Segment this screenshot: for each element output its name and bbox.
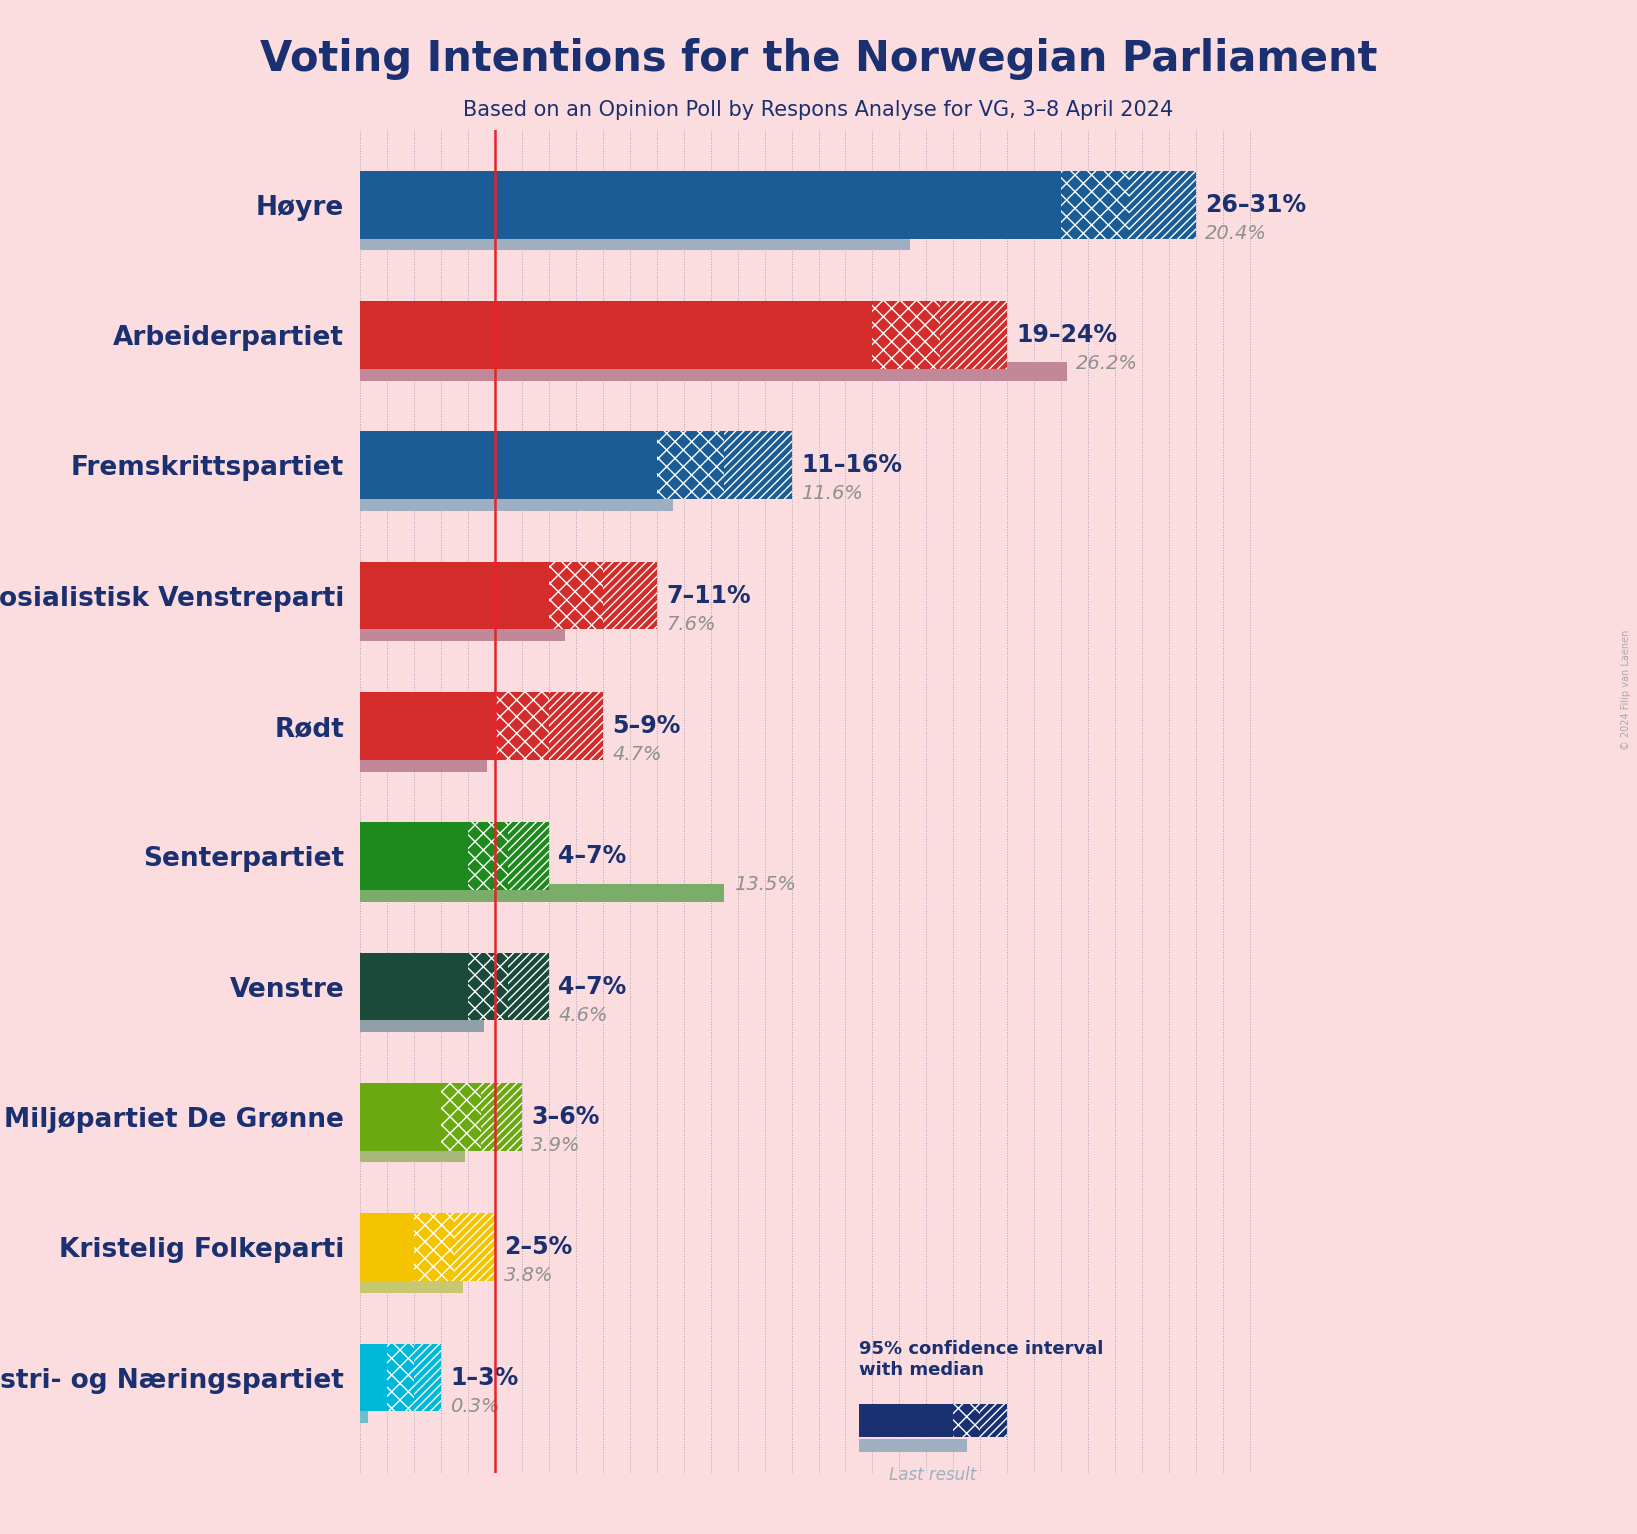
Bar	[360, 623, 565, 641]
Text: Based on an Opinion Poll by Respons Analyse for VG, 3–8 April 2024: Based on an Opinion Poll by Respons Anal…	[463, 100, 1174, 120]
Bar	[360, 1275, 463, 1293]
Text: © 2024 Filip van Laenen: © 2024 Filip van Laenen	[1621, 630, 1630, 750]
Text: 1–3%: 1–3%	[450, 1365, 519, 1390]
Bar	[360, 953, 468, 1020]
Bar	[360, 692, 494, 759]
Bar	[468, 822, 509, 890]
Text: 19–24%: 19–24%	[1017, 324, 1118, 347]
Bar	[440, 1083, 481, 1150]
Bar	[360, 492, 673, 511]
Text: 4–7%: 4–7%	[558, 974, 627, 999]
Bar	[360, 301, 873, 368]
Text: 13.5%: 13.5%	[733, 876, 796, 894]
Bar	[360, 884, 724, 902]
Bar	[1128, 170, 1197, 239]
Bar	[940, 301, 1007, 368]
Bar	[360, 1405, 368, 1424]
Text: 3.8%: 3.8%	[504, 1267, 553, 1285]
Text: 4.6%: 4.6%	[558, 1006, 607, 1025]
Bar	[602, 561, 656, 629]
Text: Voting Intentions for the Norwegian Parliament: Voting Intentions for the Norwegian Parl…	[260, 38, 1377, 80]
Bar	[360, 753, 486, 772]
Text: Last result: Last result	[889, 1467, 977, 1483]
Text: 95% confidence interval
with median: 95% confidence interval with median	[859, 1341, 1103, 1379]
Text: 5–9%: 5–9%	[612, 713, 681, 738]
Bar	[859, 1404, 953, 1437]
Bar	[494, 692, 548, 759]
Text: 11–16%: 11–16%	[800, 454, 902, 477]
Bar	[414, 1213, 455, 1281]
Text: 26–31%: 26–31%	[1205, 193, 1306, 216]
Bar	[873, 301, 940, 368]
Text: 26.2%: 26.2%	[1076, 354, 1138, 373]
Bar	[455, 1213, 494, 1281]
Text: 7.6%: 7.6%	[666, 615, 715, 634]
Bar	[724, 431, 792, 499]
Text: 4–7%: 4–7%	[558, 844, 627, 868]
Text: 4.7%: 4.7%	[612, 746, 661, 764]
Bar	[360, 170, 1061, 239]
Bar	[509, 822, 548, 890]
Bar	[360, 822, 468, 890]
Bar	[468, 953, 509, 1020]
Bar	[360, 1014, 485, 1032]
Bar	[548, 561, 602, 629]
Bar	[481, 1083, 522, 1150]
Bar	[509, 953, 548, 1020]
Bar	[360, 232, 910, 250]
Bar	[360, 1144, 465, 1163]
Bar	[360, 431, 656, 499]
Text: 3.9%: 3.9%	[532, 1137, 581, 1155]
Text: 3–6%: 3–6%	[532, 1104, 599, 1129]
Text: 11.6%: 11.6%	[800, 485, 863, 503]
Bar	[981, 1404, 1007, 1437]
Bar	[859, 1439, 967, 1451]
Bar	[386, 1344, 414, 1411]
Text: 2–5%: 2–5%	[504, 1235, 573, 1259]
Text: 20.4%: 20.4%	[1205, 224, 1267, 242]
Bar	[360, 362, 1067, 380]
Bar	[414, 1344, 440, 1411]
Bar	[1061, 170, 1128, 239]
Bar	[656, 431, 724, 499]
Text: 0.3%: 0.3%	[450, 1396, 499, 1416]
Text: 7–11%: 7–11%	[666, 583, 751, 607]
Bar	[360, 1213, 414, 1281]
Bar	[360, 1083, 440, 1150]
Bar	[360, 561, 548, 629]
Bar	[548, 692, 602, 759]
Bar	[360, 1344, 386, 1411]
Bar	[953, 1404, 981, 1437]
